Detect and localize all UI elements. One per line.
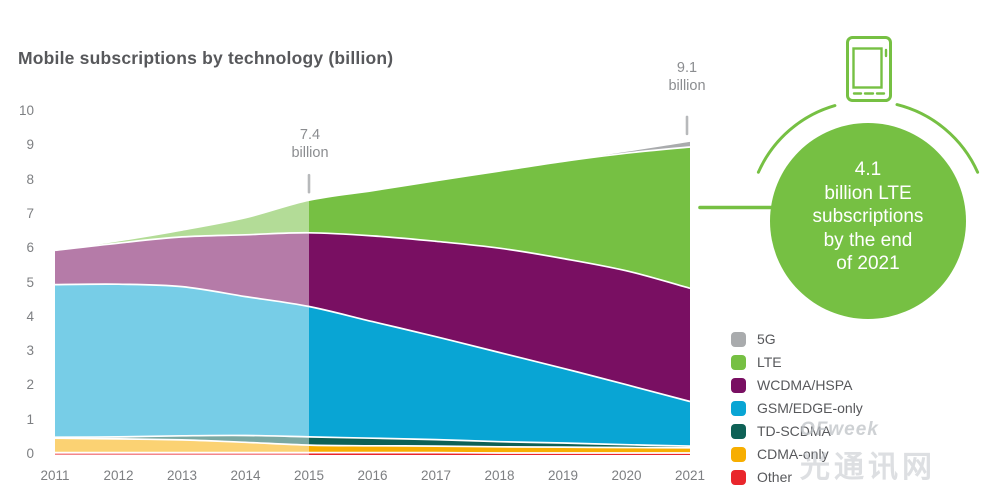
x-axis-label-2014: 2014 (230, 468, 261, 483)
band-separator (54, 434, 691, 447)
legend-swatch-icon (731, 354, 746, 370)
legend-item-td-scdma: TD-SCDMA (731, 423, 863, 439)
annotation-7-4-billion: 7.4 billion (291, 127, 329, 161)
band-separator (54, 437, 691, 449)
y-axis-label-2: 2 (26, 377, 34, 393)
legend-label: Other (757, 469, 793, 485)
legend: 5G LTE WCDMA/HSPA GSM/EDGE-only TD-SCDMA CDMA… (731, 331, 863, 490)
x-axis-label-2013: 2013 (166, 468, 198, 483)
legend-item-other: Other (731, 469, 863, 485)
y-axis-label-7: 7 (26, 205, 34, 221)
legend-label: WCDMA/HSPA (757, 377, 853, 393)
area-band-gsm-edge-only (55, 284, 690, 447)
legend-item-wcdma-hspa: WCDMA/HSPA (731, 377, 863, 393)
area-band-td-scdma (55, 435, 690, 448)
y-axis-label-10: 10 (18, 103, 34, 118)
area-band-cdma-only (55, 438, 690, 453)
legend-swatch-icon (731, 331, 746, 347)
legend-item-5g: 5G (731, 331, 863, 347)
x-axis-label-2018: 2018 (484, 468, 515, 483)
legend-label: GSM/EDGE-only (757, 400, 863, 416)
legend-item-cdma-only: CDMA-only (731, 446, 863, 462)
area-band-wcdma-hspa (55, 232, 690, 402)
y-axis-label-6: 6 (26, 240, 34, 256)
band-separator (54, 146, 691, 251)
x-axis-label-2015: 2015 (293, 468, 325, 483)
mobile-phone-icon (846, 36, 892, 102)
x-axis-label-2011: 2011 (40, 468, 70, 483)
x-axis-label-2019: 2019 (547, 468, 579, 483)
legend-item-gsm-edge-only: GSM/EDGE-only (731, 400, 863, 416)
y-axis-label-3: 3 (26, 343, 34, 359)
y-axis-label-4: 4 (26, 308, 34, 324)
x-axis-label-2021: 2021 (674, 468, 706, 483)
legend-label: 5G (757, 331, 776, 347)
y-axis-label-1: 1 (26, 411, 34, 427)
lte-callout-text: 4.1 billion LTE subscriptions by the end… (812, 159, 924, 275)
x-axis-label-2017: 2017 (420, 468, 452, 483)
legend-label: TD-SCDMA (757, 423, 831, 439)
lte-callout-bubble: 4.1 billion LTE subscriptions by the end… (770, 123, 966, 319)
y-axis-label-0: 0 (26, 446, 34, 461)
legend-item-lte: LTE (731, 354, 863, 370)
phone-screen-icon (852, 47, 883, 89)
legend-swatch-icon (731, 469, 746, 485)
page-title: Mobile subscriptions by technology (bill… (18, 48, 394, 68)
y-axis-label-8: 8 (26, 171, 34, 187)
stacked-area-plot (54, 96, 691, 456)
annotation-9-1-billion: 9.1 billion (668, 60, 706, 94)
legend-swatch-icon (731, 446, 746, 462)
band-separator (54, 283, 691, 403)
legend-swatch-icon (731, 400, 746, 416)
x-axis-label-2020: 2020 (611, 468, 642, 483)
band-separator (54, 231, 691, 290)
legend-swatch-icon (731, 377, 746, 393)
y-axis-label-5: 5 (26, 274, 34, 290)
x-axis-label-2016: 2016 (357, 468, 388, 483)
legend-label: LTE (757, 354, 782, 370)
phone-body-icon (846, 36, 892, 102)
history-fade-overlay (54, 96, 309, 456)
legend-swatch-icon (731, 423, 746, 439)
legend-label: CDMA-only (757, 446, 829, 462)
y-axis-label-9: 9 (26, 137, 34, 153)
x-axis-label-2012: 2012 (103, 468, 134, 483)
